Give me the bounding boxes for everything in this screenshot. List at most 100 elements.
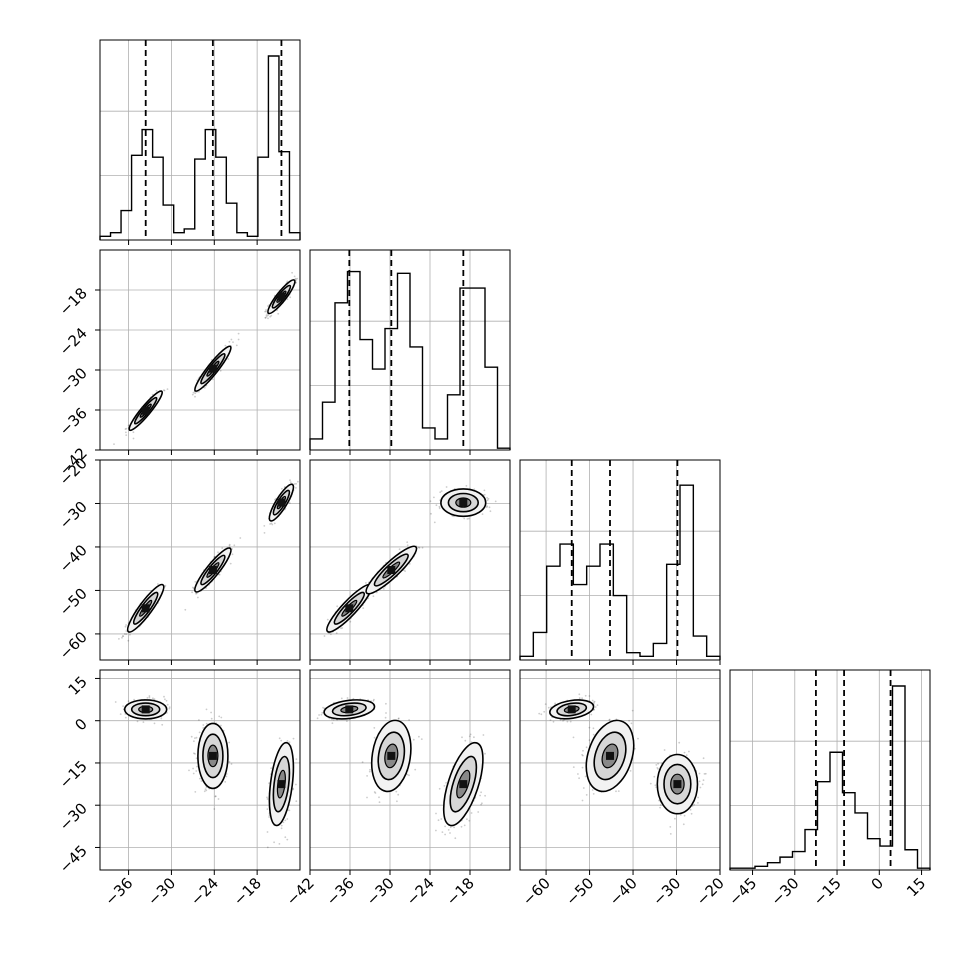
scatter-point xyxy=(133,438,135,440)
density-peak xyxy=(387,752,395,760)
scatter-point xyxy=(366,775,368,777)
scatter-point xyxy=(291,272,293,274)
panel-2-2 xyxy=(520,460,720,665)
scatter-point xyxy=(347,697,349,699)
scatter-point xyxy=(221,547,223,549)
scatter-point xyxy=(480,791,482,793)
scatter-point xyxy=(133,699,135,701)
scatter-point xyxy=(466,818,468,820)
density-peak xyxy=(142,604,150,612)
scatter-point xyxy=(122,705,124,707)
scatter-point xyxy=(589,695,591,697)
scatter-point xyxy=(268,816,270,818)
scatter-point xyxy=(152,697,154,699)
scatter-point xyxy=(231,763,233,765)
scatter-point xyxy=(585,695,587,697)
scatter-point xyxy=(567,721,569,723)
scatter-point xyxy=(374,737,376,739)
scatter-point xyxy=(433,497,435,499)
scatter-point xyxy=(127,640,129,642)
scatter-point xyxy=(120,713,122,715)
scatter-point xyxy=(194,791,196,793)
scatter-point xyxy=(407,544,409,546)
scatter-point xyxy=(201,780,203,782)
scatter-point xyxy=(125,626,127,628)
scatter-point xyxy=(430,513,432,515)
scatter-point xyxy=(481,802,483,804)
scatter-point xyxy=(378,796,380,798)
scatter-point xyxy=(445,782,447,784)
scatter-point xyxy=(281,488,283,490)
scatter-point xyxy=(194,737,196,739)
scatter-point xyxy=(379,801,381,803)
scatter-point xyxy=(421,738,423,740)
scatter-point xyxy=(318,714,320,716)
density-peak xyxy=(345,604,353,612)
scatter-point xyxy=(593,701,595,703)
scatter-point xyxy=(349,621,351,623)
scatter-point xyxy=(477,811,479,813)
scatter-point xyxy=(418,547,420,549)
scatter-point xyxy=(439,788,441,790)
scatter-point xyxy=(230,563,232,565)
scatter-point xyxy=(294,276,296,278)
scatter-point xyxy=(202,724,204,726)
scatter-point xyxy=(365,582,367,584)
scatter-point xyxy=(198,719,200,721)
scatter-point xyxy=(489,506,491,508)
scatter-point xyxy=(167,704,169,706)
density-peak xyxy=(459,499,467,507)
scatter-point xyxy=(289,741,291,743)
scatter-point xyxy=(369,769,371,771)
scatter-point xyxy=(482,513,484,515)
scatter-point xyxy=(373,595,375,597)
scatter-point xyxy=(284,820,286,822)
density-peak xyxy=(277,293,285,301)
scatter-point xyxy=(317,717,319,719)
scatter-point xyxy=(232,553,234,555)
scatter-point xyxy=(283,821,285,823)
scatter-point xyxy=(156,390,158,392)
scatter-point xyxy=(281,827,283,829)
scatter-point xyxy=(395,791,397,793)
scatter-point xyxy=(297,481,299,483)
scatter-point xyxy=(199,778,201,780)
panel-2-1 xyxy=(310,460,510,665)
scatter-point xyxy=(408,774,410,776)
scatter-point xyxy=(128,700,130,702)
scatter-point xyxy=(218,716,220,718)
scatter-point xyxy=(434,522,436,524)
scatter-point xyxy=(597,704,599,706)
scatter-point xyxy=(220,717,222,719)
histogram-bars xyxy=(520,485,720,660)
scatter-point xyxy=(271,523,273,525)
scatter-point xyxy=(225,345,227,347)
scatter-point xyxy=(553,721,555,723)
scatter-point xyxy=(538,713,540,715)
scatter-point xyxy=(473,736,475,738)
scatter-point xyxy=(277,313,279,315)
scatter-point xyxy=(191,591,193,593)
scatter-point xyxy=(448,829,450,831)
scatter-point xyxy=(461,736,463,738)
scatter-point xyxy=(450,826,452,828)
scatter-point xyxy=(267,847,269,849)
scatter-point xyxy=(375,792,377,794)
scatter-point xyxy=(199,732,201,734)
density-peak xyxy=(387,566,395,574)
scatter-point xyxy=(236,345,238,347)
density-peak xyxy=(277,780,285,788)
scatter-point xyxy=(362,607,364,609)
scatter-point xyxy=(219,574,221,576)
scatter-point xyxy=(463,518,465,520)
panel-3-2 xyxy=(520,670,720,875)
scatter-point xyxy=(296,758,298,760)
scatter-point xyxy=(406,541,408,543)
scatter-point xyxy=(161,724,163,726)
scatter-point xyxy=(193,740,195,742)
scatter-point xyxy=(160,718,162,720)
scatter-point xyxy=(398,718,400,720)
scatter-point xyxy=(206,709,208,711)
scatter-point xyxy=(169,708,171,710)
